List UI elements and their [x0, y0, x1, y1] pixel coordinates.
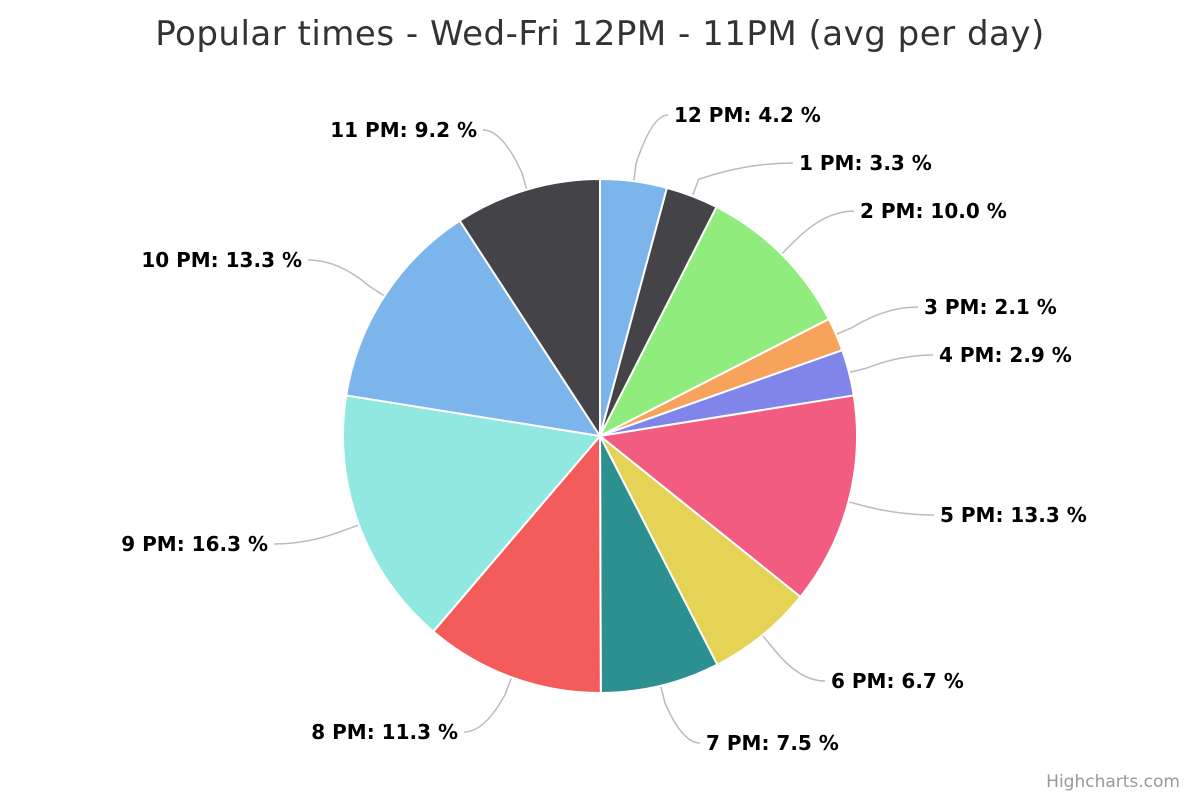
data-label: 4 PM: 2.9 % — [939, 343, 1072, 367]
pie-slice-2-pm[interactable] — [599, 205, 830, 437]
data-label: 2 PM: 10.0 % — [860, 199, 1007, 223]
data-label: 5 PM: 13.3 % — [940, 503, 1087, 527]
data-label: 8 PM: 11.3 % — [311, 720, 458, 744]
data-label: 1 PM: 3.3 % — [799, 151, 932, 175]
pie-slice-8-pm[interactable] — [432, 435, 602, 695]
data-label: 11 PM: 9.2 % — [330, 118, 477, 142]
connector-line — [273, 524, 360, 545]
connector-line — [659, 685, 701, 744]
data-label: 6 PM: 6.7 % — [831, 669, 964, 693]
data-label: 12 PM: 4.2 % — [674, 103, 821, 127]
connector-line — [848, 354, 934, 374]
credits-link[interactable]: Highcharts.com — [1046, 772, 1180, 792]
connector-line — [835, 306, 919, 336]
connector-line — [781, 210, 855, 255]
chart-title: Popular times - Wed-Fri 12PM - 11PM (avg… — [155, 14, 1045, 54]
label-group: 12 PM: 4.2 % 1 PM: 3.3 % 2 PM: 10.0 % 3 PM:… — [121, 103, 1087, 755]
pie-slice-7-pm[interactable] — [599, 435, 719, 694]
data-label: 7 PM: 7.5 % — [706, 731, 839, 755]
connector-line — [848, 501, 935, 516]
pie-slice-6-pm[interactable] — [599, 435, 802, 666]
connector-group — [273, 114, 935, 744]
pie-slice-9-pm[interactable] — [342, 394, 601, 633]
connector-line — [463, 677, 513, 733]
data-label: 10 PM: 13.3 % — [141, 248, 302, 272]
pie-slice-5-pm[interactable] — [599, 394, 858, 598]
connector-line — [482, 129, 528, 190]
data-label: 3 PM: 2.1 % — [924, 295, 1057, 319]
connector-line — [761, 634, 826, 682]
connector-line — [633, 114, 669, 182]
connector-line — [691, 162, 794, 197]
pie-slice-11-pm[interactable] — [458, 178, 601, 437]
pie-slice-10-pm[interactable] — [345, 219, 601, 437]
data-label: 9 PM: 16.3 % — [121, 532, 268, 556]
connector-line — [307, 259, 385, 297]
slice-group — [342, 178, 858, 695]
